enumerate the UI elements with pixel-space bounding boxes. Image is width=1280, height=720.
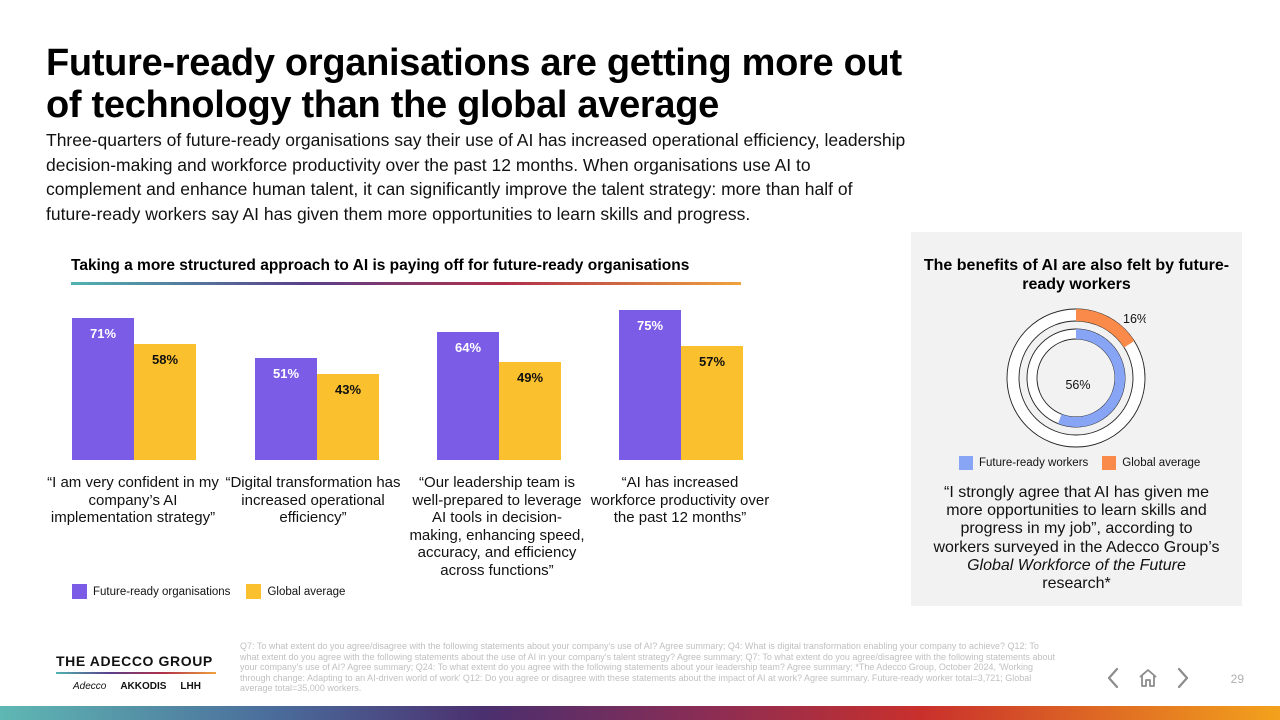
chevron-right-icon	[1177, 667, 1189, 689]
brand-rule	[56, 672, 216, 674]
category-label-3: “Our leadership team is well-prepared to…	[409, 474, 585, 579]
legend-swatch-global-average	[246, 584, 262, 599]
home-button[interactable]	[1136, 665, 1160, 691]
legend-swatch-future-ready-workers	[959, 456, 973, 470]
previous-slide-button[interactable]	[1102, 665, 1124, 691]
data-label-global-average-1: 58%	[152, 352, 178, 367]
donut-slice-future-ready	[1057, 329, 1125, 427]
bar-global-average-1	[134, 344, 196, 460]
data-label-future-ready-3: 64%	[455, 340, 481, 355]
data-label-global-average-3: 49%	[517, 370, 543, 385]
worker-quote: “I strongly agree that AI has given me m…	[931, 484, 1222, 593]
legend-item-future-ready: Future-ready organisations	[72, 584, 230, 599]
brand-akkodis: AKKODIS	[120, 681, 167, 692]
donut-slice-global-average	[1075, 309, 1135, 348]
panel-title: The benefits of AI are also felt by futu…	[923, 257, 1230, 293]
bar-chart-title: Taking a more structured approach to AI …	[71, 257, 690, 274]
bar-future-ready-1	[72, 318, 134, 460]
bar-chart-legend: Future-ready organisations Global averag…	[72, 584, 361, 599]
quote-text: “I strongly agree that AI has given me m…	[933, 484, 1220, 556]
brand-sub-logos: Adecco AKKODIS LHH	[73, 681, 201, 692]
donut-label-future-ready: 56%	[1065, 378, 1090, 392]
data-label-global-average-2: 43%	[335, 382, 361, 397]
donut-legend: Future-ready workers Global average	[959, 456, 1214, 470]
bar-global-average-2	[317, 374, 379, 460]
data-label-future-ready-4: 75%	[637, 318, 663, 333]
brand-name: THE ADECCO GROUP	[56, 653, 213, 669]
adecco-group-logo: THE ADECCO GROUP Adecco AKKODIS LHH	[56, 653, 218, 692]
slide-title: Future-ready organisations are getting m…	[46, 42, 902, 126]
legend-swatch-future-ready	[72, 584, 87, 599]
quote-suffix: research*	[1042, 575, 1111, 593]
legend-item-donut-global-average: Global average	[1102, 456, 1200, 470]
worker-benefits-panel: The benefits of AI are also felt by futu…	[911, 232, 1242, 606]
bar-global-average-3	[499, 362, 561, 460]
page-number: 29	[1230, 672, 1244, 686]
next-slide-button[interactable]	[1172, 665, 1194, 691]
data-label-future-ready-2: 51%	[273, 366, 299, 381]
legend-item-future-ready-workers: Future-ready workers	[959, 456, 1088, 470]
brand-lhh: LHH	[180, 681, 201, 692]
gradient-footer-strip	[0, 706, 1280, 720]
legend-item-global-average: Global average	[246, 584, 345, 599]
brand-adecco: Adecco	[73, 681, 107, 692]
bar-future-ready-4	[619, 310, 681, 460]
bar-chart: 71% 58% 51% 43% 64% 49% 75% 57%	[72, 310, 743, 460]
bar-future-ready-3	[437, 332, 499, 460]
data-label-future-ready-1: 71%	[90, 326, 116, 341]
footnote: Q7: To what extent do you agree/disagree…	[240, 641, 1056, 694]
intro-paragraph: Three-quarters of future-ready organisat…	[46, 130, 906, 224]
legend-label-donut-global-average: Global average	[1122, 457, 1201, 469]
bar-global-average-4	[681, 346, 743, 460]
gradient-rule	[71, 282, 741, 285]
donut-chart: 16% 56%	[1006, 308, 1146, 448]
quote-report-name: Global Workforce of the Future	[967, 556, 1186, 574]
category-label-2: “Digital transformation has increased op…	[225, 474, 401, 526]
bar-future-ready-2	[255, 358, 317, 460]
legend-label-global-average: Global average	[267, 585, 346, 598]
legend-swatch-donut-global-average	[1102, 456, 1117, 470]
data-label-global-average-4: 57%	[699, 354, 725, 369]
legend-label-future-ready-workers: Future-ready workers	[979, 457, 1089, 469]
legend-label-future-ready: Future-ready organisations	[93, 585, 231, 598]
category-label-4: “AI has increased workforce productivity…	[590, 474, 770, 526]
donut-label-global-average: 16%	[1123, 312, 1146, 326]
home-icon	[1139, 669, 1157, 687]
category-label-1: “I am very confident in my company’s AI …	[47, 474, 219, 526]
chevron-left-icon	[1107, 667, 1119, 689]
